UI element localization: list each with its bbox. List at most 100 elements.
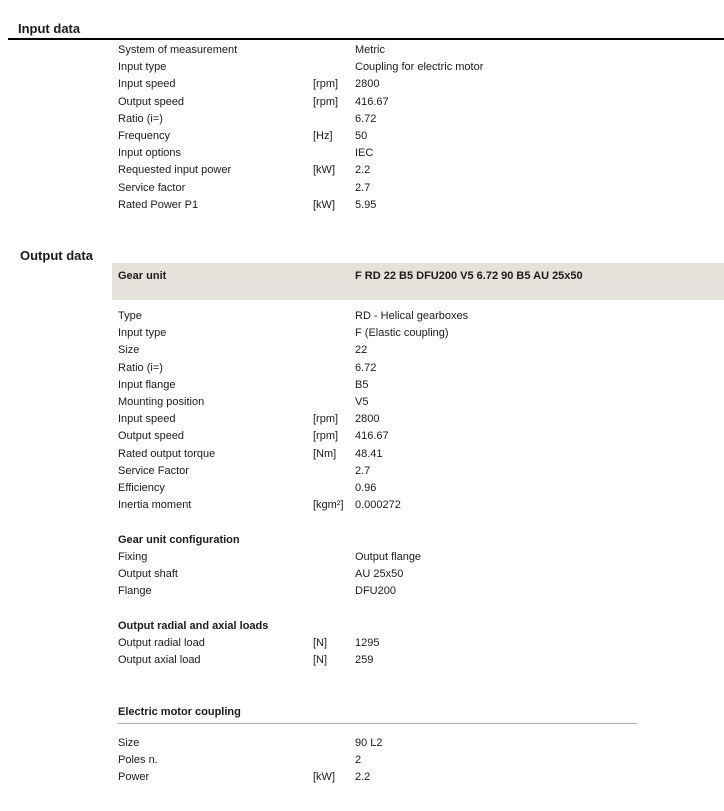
row-label: Size bbox=[118, 736, 140, 749]
row-unit: [Nm] bbox=[313, 447, 337, 460]
row-unit: [rpm] bbox=[313, 430, 339, 443]
row-unit bbox=[313, 308, 355, 325]
data-row: Input options IEC bbox=[118, 145, 724, 162]
row-value: 2800 bbox=[355, 413, 380, 426]
row-value: DFU200 bbox=[355, 585, 396, 598]
row-unit: [rpm] bbox=[313, 413, 339, 426]
row-label: System of measurement bbox=[118, 44, 238, 56]
input-data-title: Input data bbox=[18, 21, 81, 36]
row-unit: [kW] bbox=[313, 771, 335, 784]
row-label: Efficiency bbox=[118, 482, 165, 495]
data-row: Fixing Output flange bbox=[118, 549, 724, 566]
row-label: Output axial load bbox=[118, 654, 201, 667]
row-value: 1295 bbox=[355, 636, 380, 649]
data-row: Output radial load [N] 1295 bbox=[118, 635, 724, 652]
row-label: Ratio (i=) bbox=[118, 361, 163, 374]
row-value: Output flange bbox=[355, 550, 422, 563]
subsection-electric-motor-coupling-rows: Size 90 L2 Poles n. 2 Power [kW] 2.2 bbox=[0, 735, 724, 787]
data-row: Flange DFU200 bbox=[118, 583, 724, 600]
data-row: Input speed [rpm] 2800 bbox=[118, 411, 724, 428]
row-value: 22 bbox=[355, 344, 368, 357]
row-label: Rated Power P1 bbox=[118, 198, 199, 211]
row-label: Input speed bbox=[118, 78, 176, 91]
row-label: Input options bbox=[118, 147, 181, 160]
row-value: AU 25x50 bbox=[355, 568, 404, 581]
row-value: 2 bbox=[355, 754, 362, 767]
row-unit bbox=[313, 145, 355, 162]
row-label: Input type bbox=[118, 327, 167, 340]
data-row: Frequency [Hz] 50 bbox=[118, 128, 724, 145]
row-label: Rated output torque bbox=[118, 447, 216, 460]
row-unit: [N] bbox=[313, 654, 328, 667]
row-unit bbox=[313, 752, 355, 769]
data-row: Output speed [rpm] 416.67 bbox=[118, 428, 724, 445]
row-unit bbox=[313, 360, 355, 377]
row-label: Ratio (i=) bbox=[118, 112, 163, 125]
row-label: Output speed bbox=[118, 430, 185, 443]
row-label: Inertia moment bbox=[118, 499, 192, 512]
row-unit: [Hz] bbox=[313, 130, 333, 143]
row-unit: [kW] bbox=[313, 198, 335, 211]
row-label: Power bbox=[118, 771, 150, 784]
row-unit bbox=[313, 566, 355, 583]
data-row: Output shaft AU 25x50 bbox=[118, 566, 724, 583]
input-data-rows: System of measurement Metric Input type … bbox=[0, 42, 724, 214]
row-unit bbox=[313, 394, 355, 411]
subsection-title-output-loads: Output radial and axial loads bbox=[118, 619, 269, 632]
row-value: 259 bbox=[355, 654, 374, 667]
row-value: RD - Helical gearboxes bbox=[355, 310, 469, 322]
output-data-section: Type RD - Helical gearboxes Input type F… bbox=[0, 308, 724, 786]
input-data-section-header: Input data bbox=[8, 22, 724, 40]
data-row: Output axial load [N] 259 bbox=[118, 652, 724, 669]
row-value: 2.2 bbox=[355, 771, 371, 784]
subsection-title-electric-motor-coupling: Electric motor coupling bbox=[118, 704, 637, 724]
row-value: 2800 bbox=[355, 78, 380, 91]
row-value: B5 bbox=[355, 378, 369, 391]
row-label: Requested input power bbox=[118, 164, 232, 177]
data-row: Type RD - Helical gearboxes bbox=[118, 308, 724, 325]
row-label: Input speed bbox=[118, 413, 176, 426]
row-value: 416.67 bbox=[355, 430, 389, 443]
row-value: 90 L2 bbox=[355, 736, 383, 749]
row-unit bbox=[313, 42, 355, 59]
subsection-gear-unit-configuration-rows: Fixing Output flange Output shaft AU 25x… bbox=[0, 549, 724, 601]
row-unit bbox=[313, 342, 355, 359]
row-unit: [kgm²] bbox=[313, 499, 344, 512]
data-row: Ratio (i=) 6.72 bbox=[118, 360, 724, 377]
row-unit bbox=[313, 377, 355, 394]
row-label: Type bbox=[118, 310, 142, 322]
data-row: Input flange B5 bbox=[118, 377, 724, 394]
data-row: Mounting position V5 bbox=[118, 394, 724, 411]
row-label: Frequency bbox=[118, 130, 170, 143]
row-unit bbox=[313, 111, 355, 128]
row-value: 2.7 bbox=[355, 181, 371, 194]
data-row: Efficiency 0.96 bbox=[118, 480, 724, 497]
data-row: Input speed [rpm] 2800 bbox=[118, 76, 724, 93]
data-row: Service Factor 2.7 bbox=[118, 463, 724, 480]
row-value: 0.000272 bbox=[355, 499, 401, 512]
row-unit: [rpm] bbox=[313, 95, 339, 108]
data-row: Input type F (Elastic coupling) bbox=[118, 325, 724, 342]
gear-unit-label: Gear unit bbox=[118, 270, 167, 282]
data-row: Size 22 bbox=[118, 342, 724, 359]
data-row: System of measurement Metric bbox=[118, 42, 724, 59]
row-label: Service factor bbox=[118, 181, 186, 194]
row-value: 50 bbox=[355, 130, 368, 143]
row-value: 5.95 bbox=[355, 198, 377, 211]
row-value: IEC bbox=[355, 147, 374, 160]
row-value: 2.2 bbox=[355, 164, 371, 177]
row-label: Output shaft bbox=[118, 568, 178, 581]
row-label: Fixing bbox=[118, 550, 148, 563]
data-row: Rated Power P1 [kW] 5.95 bbox=[118, 197, 724, 214]
row-label: Output radial load bbox=[118, 636, 205, 649]
row-unit: [kW] bbox=[313, 164, 335, 177]
row-value: Coupling for electric motor bbox=[355, 61, 484, 74]
gear-unit-rows: Type RD - Helical gearboxes Input type F… bbox=[0, 308, 724, 514]
row-value: 48.41 bbox=[355, 447, 383, 460]
row-label: Service Factor bbox=[118, 464, 189, 477]
data-row: Requested input power [kW] 2.2 bbox=[118, 162, 724, 179]
row-value: 416.67 bbox=[355, 95, 389, 108]
row-unit bbox=[313, 59, 355, 76]
data-row: Input type Coupling for electric motor bbox=[118, 59, 724, 76]
